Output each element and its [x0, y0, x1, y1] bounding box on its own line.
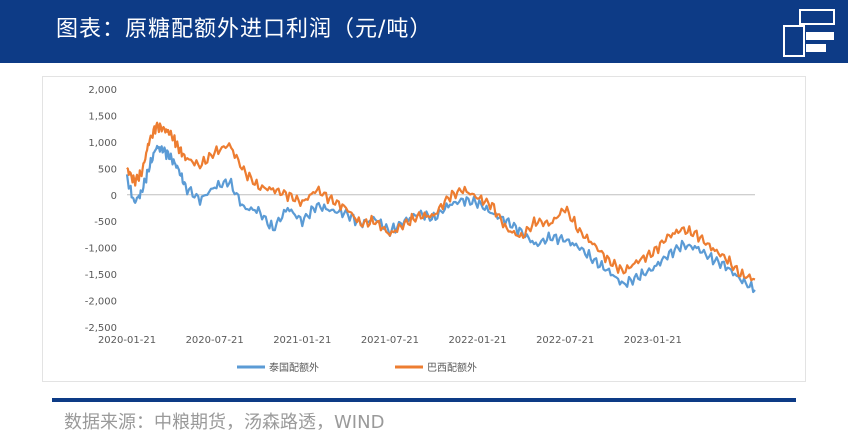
series-line — [125, 144, 756, 294]
x-tick-label: 2022-01-21 — [448, 335, 506, 346]
legend-label: 巴西配额外 — [427, 361, 477, 374]
series-line — [126, 121, 756, 282]
legend-label: 泰国配额外 — [269, 361, 319, 374]
y-tick-label: 0 — [111, 191, 117, 202]
x-tick-label: 2020-07-21 — [186, 335, 244, 346]
divider-line — [52, 398, 796, 402]
x-tick-label: 2022-07-21 — [536, 335, 594, 346]
y-tick-label: 1,500 — [88, 111, 117, 122]
y-tick-label: -500 — [94, 217, 117, 228]
header-bar: 图表：原糖配额外进口利润（元/吨） — [0, 0, 848, 63]
y-tick-label: -1,000 — [85, 244, 117, 255]
y-tick-label: 2,000 — [88, 85, 117, 96]
y-tick-label: -1,500 — [85, 270, 117, 281]
y-tick-label: 1,000 — [88, 138, 117, 149]
x-tick-label: 2023-01-21 — [624, 335, 682, 346]
chart-area: 2,000 1,500 1,000 500 0 -500 -1,000 -1,500 -2,00… — [42, 76, 806, 382]
x-tick-label: 2021-07-21 — [361, 335, 419, 346]
x-tick-label: 2021-01-21 — [273, 335, 331, 346]
line-chart: 2,000 1,500 1,000 500 0 -500 -1,000 -1,500 -2,00… — [85, 85, 756, 374]
y-tick-label: -2,500 — [85, 323, 117, 334]
source-note: 数据来源：中粮期货，汤森路透，WIND — [64, 412, 385, 433]
x-tick-label: 2020-01-21 — [98, 335, 156, 346]
page-title: 图表：原糖配额外进口利润（元/吨） — [56, 17, 433, 42]
y-tick-label: 500 — [98, 164, 117, 175]
company-logo-icon — [783, 9, 835, 57]
y-tick-label: -2,000 — [85, 297, 117, 308]
